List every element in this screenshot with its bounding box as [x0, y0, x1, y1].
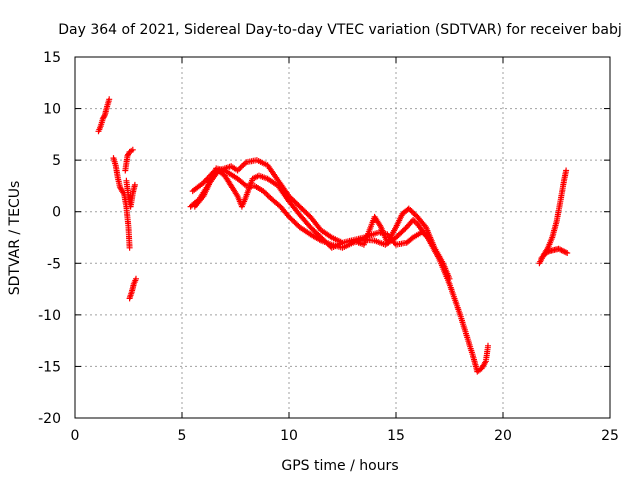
- x-tick-label: 15: [387, 428, 405, 444]
- y-tick-label: -10: [38, 308, 61, 324]
- x-tick-label: 20: [494, 428, 512, 444]
- y-tick-label: 15: [43, 50, 61, 66]
- y-tick-label: -20: [38, 411, 61, 427]
- y-tick-label: -15: [38, 359, 61, 375]
- y-axis-label: SDTVAR / TECUs: [7, 181, 23, 296]
- y-tick-label: -5: [47, 256, 61, 272]
- series-markers: [95, 96, 571, 375]
- data-series-sdtvar: [95, 96, 571, 375]
- axis-ticks: 0 5 10 15 20 25 -20 -15 -10 -5 0 5 10 15: [38, 50, 619, 444]
- y-tick-label: 0: [52, 205, 61, 221]
- x-tick-label: 25: [601, 428, 619, 444]
- plot-frame: [74, 56, 611, 419]
- y-tick-label: 10: [43, 102, 61, 118]
- x-axis-label: GPS time / hours: [281, 458, 398, 474]
- grid-lines: [75, 57, 610, 418]
- chart-title: Day 364 of 2021, Sidereal Day-to-day VTE…: [58, 22, 621, 38]
- x-tick-label: 0: [71, 428, 80, 444]
- y-tick-label: 5: [52, 153, 61, 169]
- x-tick-label: 5: [178, 428, 187, 444]
- x-tick-label: 10: [280, 428, 298, 444]
